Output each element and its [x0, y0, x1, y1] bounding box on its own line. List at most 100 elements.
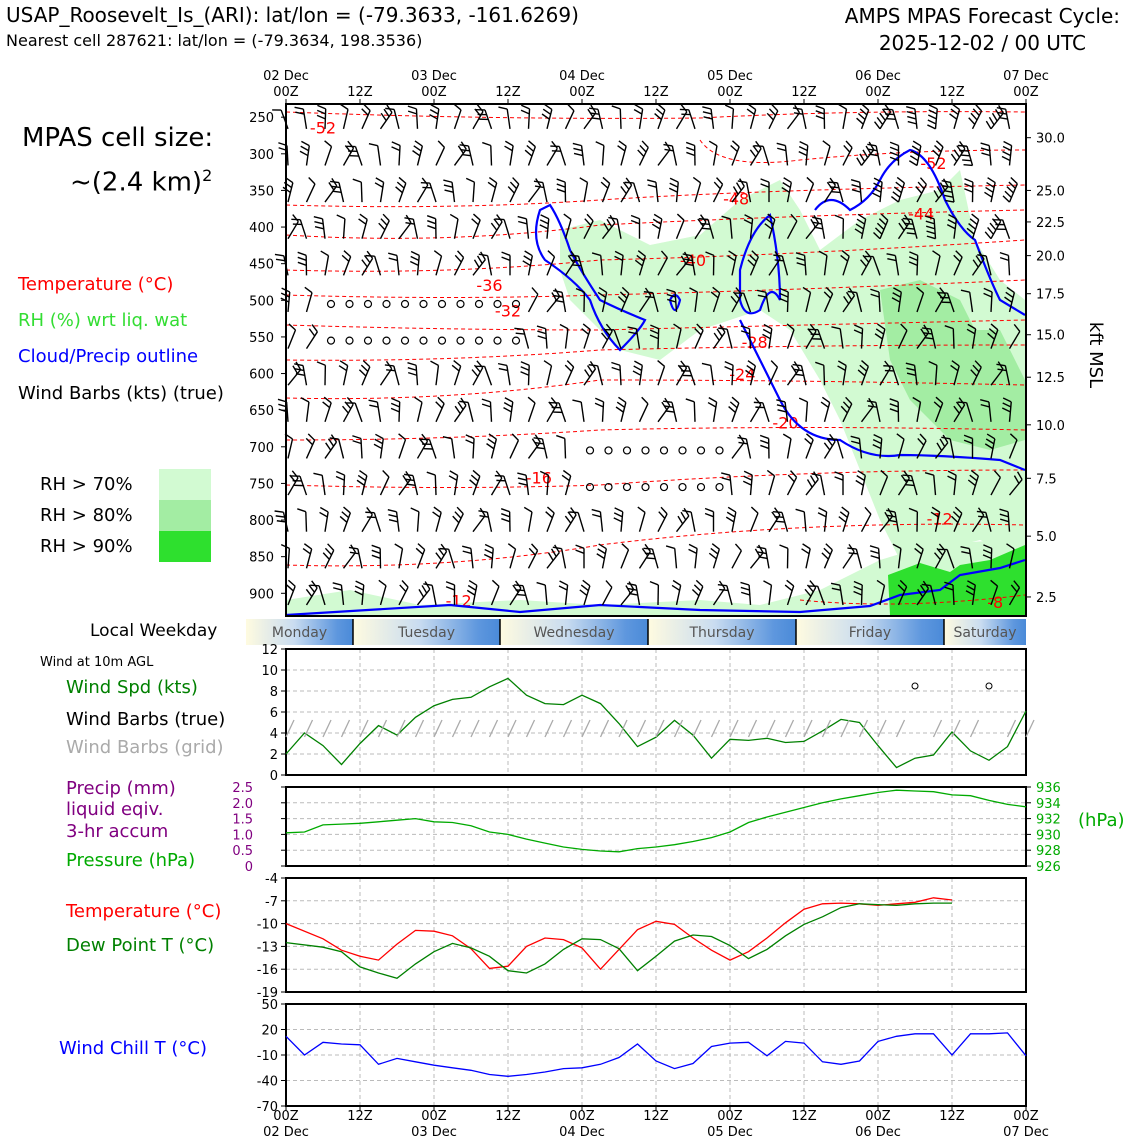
wind-barb-flag: [792, 363, 802, 367]
wind-barb-flag: [850, 179, 860, 183]
wind-barb-flag: [980, 403, 990, 408]
wind-barb-shaft: [726, 585, 733, 606]
wind-barb-flag: [872, 187, 882, 193]
wind-barb-shaft: [823, 511, 828, 532]
wind-barb-flag: [360, 364, 369, 372]
wind-barb-flag: [427, 225, 437, 230]
wind-barb-flag: [588, 364, 598, 367]
wind-barb-flag: [884, 511, 891, 521]
wind-barb-shaft: [842, 551, 855, 569]
wind-barb-shaft: [520, 665, 527, 684]
wind-barb-flag: [946, 223, 956, 230]
wind-barb-flag: [942, 178, 949, 187]
wind-barb-flag: [908, 160, 918, 167]
wind-barb-shaft: [324, 550, 335, 569]
wind-barb-shaft: [781, 255, 789, 276]
wind-barb-flag: [588, 107, 599, 111]
wind-barb-flag: [630, 219, 640, 225]
wind-barb-flag: [749, 149, 757, 158]
calm-circle: [493, 336, 502, 345]
wind-barb-flag: [822, 140, 831, 147]
wind-barb-flag: [704, 512, 714, 518]
wind-barb-flag: [556, 183, 566, 188]
y-tick-label: -7: [265, 895, 278, 910]
wind-barb-flag: [963, 439, 973, 445]
wind-barb-shaft: [1008, 331, 1021, 349]
wind-barb-flag: [966, 328, 976, 335]
wind-barb-flag: [609, 214, 616, 224]
wind-barb-flag: [760, 178, 770, 183]
wind-barb-flag: [689, 287, 698, 293]
pressure-tick-label: 930: [1036, 828, 1061, 843]
wind-barb-flag: [861, 360, 869, 367]
wind-barb-shaft: [632, 665, 638, 684]
wind-barb-flag: [573, 152, 583, 157]
wind-barb-shaft: [652, 292, 659, 313]
grid-wind-barb: [821, 719, 832, 738]
wind-barb-flag: [1008, 181, 1016, 189]
wind-barb-shaft: [546, 256, 556, 276]
wind-barb-flag: [683, 251, 690, 261]
calm-circle: [715, 482, 724, 492]
wind-barb-flag: [366, 507, 373, 515]
wind-barb-shaft: [305, 183, 316, 203]
wind-barb-flag: [457, 401, 464, 410]
wind-barb-shaft: [527, 185, 542, 203]
wind-barb-flag: [700, 214, 707, 223]
pressure-tick-label: 300: [249, 148, 274, 163]
wind-barb-shaft: [823, 184, 836, 203]
wind-barb-flag: [904, 222, 914, 225]
wind-barb-flag: [288, 323, 296, 331]
wind-barb-flag: [847, 547, 857, 550]
wind-barb-flag: [391, 146, 401, 152]
wind-barb-flag: [443, 179, 453, 183]
wind-barb-flag: [616, 401, 626, 408]
wind-barb-flag: [448, 475, 458, 481]
wind-barb-flag: [988, 328, 997, 336]
wind-barb-flag: [511, 433, 519, 441]
isotherm-20: [285, 427, 1026, 441]
wind-barb-flag: [964, 188, 973, 193]
wind-barb-flag: [358, 369, 367, 377]
wind-barb-flag: [274, 253, 284, 257]
wind-barb-flag: [997, 111, 1007, 115]
wind-barb-flag: [850, 435, 860, 440]
wind-barb-flag: [657, 360, 665, 367]
wind-barb-shaft: [305, 292, 313, 313]
wind-barb-shaft: [836, 182, 844, 203]
wind-barb-flag: [903, 470, 910, 479]
wind-barb-flag: [888, 666, 896, 669]
wind-barb-shaft: [541, 438, 548, 459]
wind-barb-flag: [728, 406, 736, 413]
wind-barb-shaft: [762, 146, 770, 166]
calm-circle: [511, 336, 521, 345]
weekday-segment: [648, 619, 796, 645]
wind-barb-shaft: [953, 404, 966, 423]
wind-barb-flag: [934, 552, 941, 561]
wind-barb-flag: [354, 590, 364, 596]
wind-barb-flag: [401, 580, 409, 588]
wind-barb-flag: [777, 147, 787, 152]
wind-barb-shaft: [509, 440, 520, 459]
wind-barb-flag: [664, 148, 674, 152]
grid-wind-barb: [303, 719, 314, 738]
wind-barb-flag: [854, 324, 863, 330]
wind-barb-flag: [747, 360, 756, 367]
wind-barb-flag: [795, 252, 805, 257]
wind-barb-flag: [523, 506, 533, 513]
rh-key-70-label: RH > 70%: [40, 474, 133, 495]
wind-barb-flag: [874, 333, 883, 340]
wind-barb-flag: [551, 140, 558, 149]
wind-barb-flag: [845, 291, 853, 301]
wind-barb-flag: [478, 510, 488, 513]
wind-barb-flag: [737, 180, 747, 184]
wind-barb-flag: [442, 667, 451, 669]
wind-barb-flag: [1000, 660, 1008, 664]
wind-barb-flag: [417, 543, 426, 551]
wind-barb-flag: [501, 256, 511, 261]
wind-barb-flag: [853, 580, 863, 586]
wind-barb-shaft: [435, 365, 440, 386]
wind-barb-shaft: [472, 219, 481, 239]
wind-barb-shaft: [361, 219, 368, 239]
bottom-tick-date: 02 Dec: [263, 1125, 309, 1140]
